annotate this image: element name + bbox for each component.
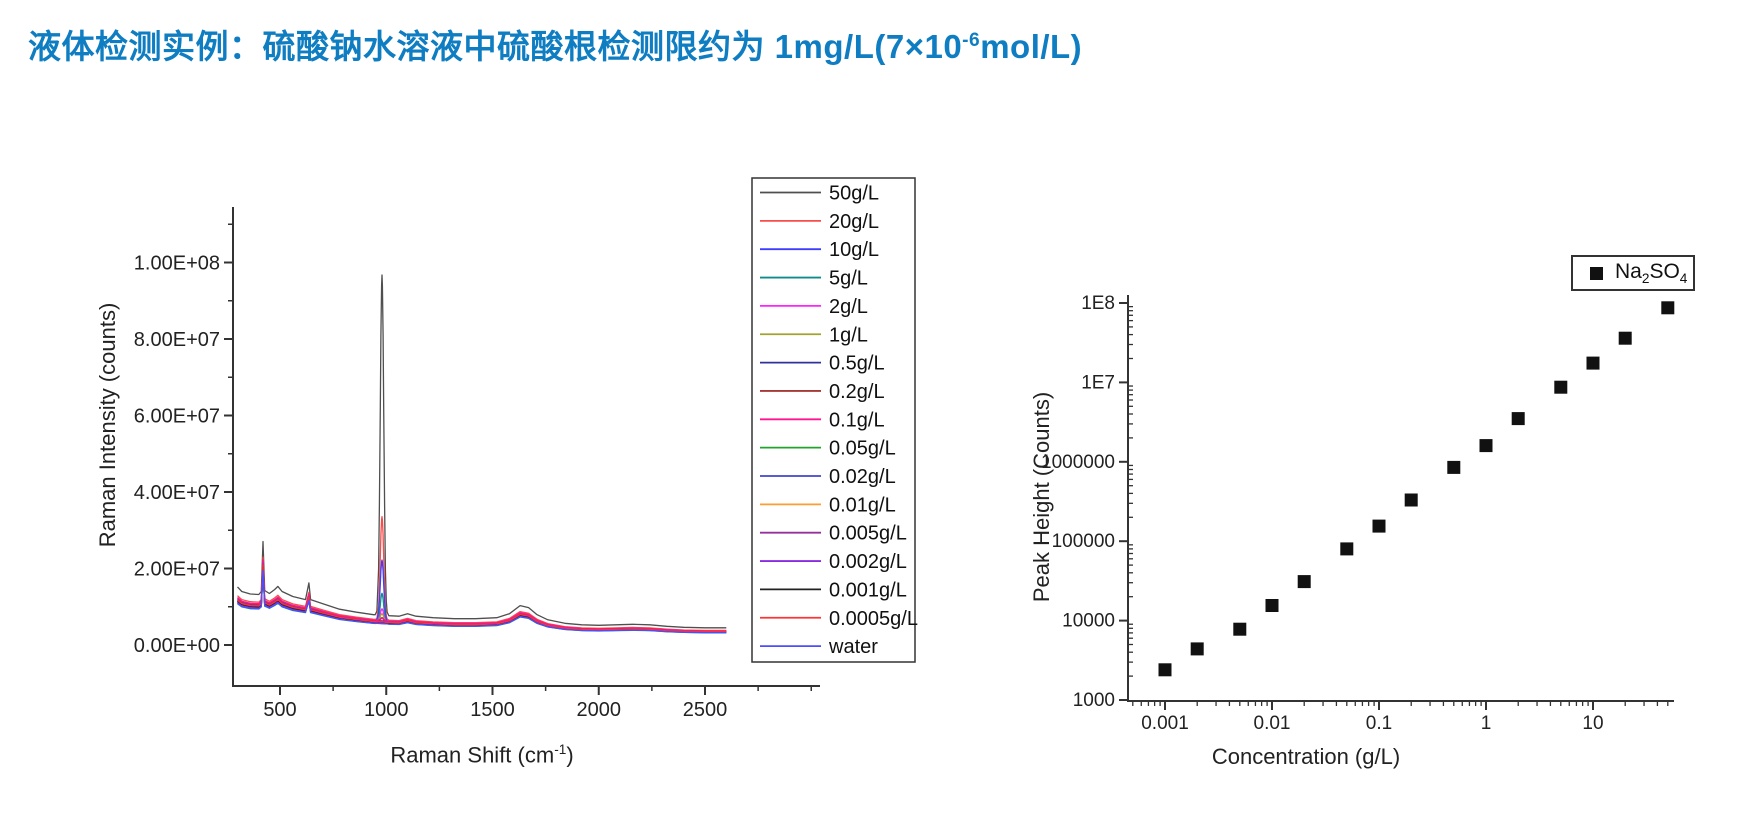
raman-plot: 0.00E+00 2.00E+07 4.00E+07 6.00E+07 8.00E+07… <box>134 177 918 721</box>
calibration-x-tick-label: 1 <box>1481 713 1492 734</box>
calibration-y-axis-label: Peak Height (Counts) <box>1029 391 1054 603</box>
title-text: 液体检测实例：硫酸钠水溶液中硫酸根检测限约为 1mg/L(7×10 <box>28 28 963 65</box>
legend-label-0.02g/L: 0.02g/L <box>829 466 896 488</box>
calibration-y-tick-label: 1E8 <box>1081 293 1115 314</box>
raman-series-0.0005g/L <box>237 564 727 633</box>
calibration-x-tick-label: 0.01 <box>1254 713 1291 734</box>
raman-x-axis-label-end: ) <box>566 742 574 768</box>
legend-label-10g/L: 10g/L <box>829 239 879 261</box>
raman-y-tick-label: 0.00E+00 <box>134 635 220 657</box>
scatter-point-10gL <box>1586 356 1600 370</box>
legend-label-0.0005g/L: 0.0005g/L <box>829 608 918 630</box>
raman-series-water <box>237 569 727 634</box>
raman-x-tick-label: 2000 <box>577 699 622 721</box>
raman-y-tick-label: 8.00E+07 <box>134 329 220 351</box>
scatter-point-0.5gL <box>1447 460 1461 474</box>
page-title: 液体检测实例：硫酸钠水溶液中硫酸根检测限约为 1mg/L(7×10-6mol/L… <box>28 20 1082 68</box>
scatter-point-50gL <box>1661 301 1675 315</box>
calibration-x-tick-label: 0.001 <box>1141 713 1189 734</box>
scatter-point-0.05gL <box>1340 542 1354 556</box>
legend-label-0.1g/L: 0.1g/L <box>829 409 885 431</box>
title-superscript: -6 <box>962 30 981 51</box>
raman-axes <box>232 207 820 687</box>
raman-y-tick-label: 1.00E+08 <box>134 253 220 275</box>
raman-x-axis: 500 1000 1500 2000 2500 <box>263 686 812 721</box>
calibration-x-tick-label: 0.1 <box>1366 713 1392 734</box>
scatter-point-0.01gL <box>1265 599 1279 612</box>
raman-legend: 50g/L 20g/L 10g/L 5g/L 2g/L 1g/L 0.5g/L 0.2g/L 0… <box>751 177 918 663</box>
calibration-y-axis: 1000 10000 100000 1000000 1E7 1E8 <box>1041 293 1133 711</box>
legend-label-50g/L: 50g/L <box>829 183 879 205</box>
scatter-point-0.1gL <box>1372 519 1386 533</box>
raman-y-tick-label: 6.00E+07 <box>134 406 220 428</box>
raman-series-50g/L <box>237 274 727 629</box>
scatter-point-0.001gL <box>1158 663 1172 677</box>
calibration-x-axis-label: Concentration (g/L) <box>1211 744 1401 769</box>
legend-label-water: water <box>828 636 878 658</box>
raman-y-axis-label: Raman Intensity (counts) <box>95 302 120 548</box>
scatter-point-0.02gL <box>1297 575 1311 589</box>
calibration-legend: Na2SO4 <box>1571 255 1695 291</box>
raman-y-tick-label: 4.00E+07 <box>134 482 220 504</box>
calibration-y-tick-label: 1000000 <box>1041 452 1115 473</box>
scatter-point-0.2gL <box>1404 493 1418 507</box>
title-text-end: mol/L) <box>980 28 1083 65</box>
calibration-y-tick-label: 1000 <box>1073 690 1115 711</box>
legend-label-1g/L: 1g/L <box>829 324 868 346</box>
raman-x-tick-label: 1000 <box>364 699 409 721</box>
raman-y-axis: 0.00E+00 2.00E+07 4.00E+07 6.00E+07 8.00E+07… <box>134 223 233 657</box>
raman-series-20g/L <box>237 515 727 632</box>
raman-x-axis-label-text: Raman Shift (cm <box>390 742 555 768</box>
raman-series-0.1g/L <box>237 559 727 632</box>
square-marker-icon <box>1590 266 1603 280</box>
legend-label-5g/L: 5g/L <box>829 268 868 290</box>
legend-label-0.2g/L: 0.2g/L <box>829 381 885 403</box>
scatter-point-20gL <box>1618 331 1632 345</box>
calibration-legend-label: Na2SO4 <box>1615 259 1688 287</box>
calibration-axes <box>1127 295 1674 702</box>
legend-label-0.002g/L: 0.002g/L <box>829 551 907 573</box>
calibration-x-axis: 0.001 0.01 0.1 1 10 <box>1132 701 1669 734</box>
scatter-point-0.002gL <box>1190 642 1204 656</box>
legend-label-0.5g/L: 0.5g/L <box>829 353 885 375</box>
calibration-points <box>1158 301 1675 677</box>
scatter-point-2gL <box>1511 412 1525 426</box>
legend-label-0.001g/L: 0.001g/L <box>829 579 907 601</box>
raman-y-tick-label: 2.00E+07 <box>134 559 220 581</box>
raman-x-tick-label: 2500 <box>683 699 728 721</box>
calibration-y-tick-label: 1E7 <box>1081 372 1115 393</box>
raman-x-tick-label: 1500 <box>470 699 515 721</box>
raman-curves <box>237 274 727 634</box>
scatter-point-1gL <box>1479 439 1493 453</box>
scatter-point-0.005gL <box>1233 622 1247 636</box>
raman-x-axis-label-sup: -1 <box>554 742 567 757</box>
legend-label-0.01g/L: 0.01g/L <box>829 494 896 516</box>
legend-label-2g/L: 2g/L <box>829 296 868 318</box>
legend-label-0.005g/L: 0.005g/L <box>829 523 907 545</box>
raman-x-axis-label: Raman Shift (cm-1) <box>390 742 573 768</box>
raman-x-tick-label: 500 <box>263 699 296 721</box>
calibration-plot: 1000 10000 100000 1000000 1E7 1E8 0.001 0.01 0.1… <box>1041 293 1675 734</box>
scatter-point-5gL <box>1554 380 1568 394</box>
calibration-y-tick-label: 10000 <box>1062 611 1115 632</box>
calibration-x-tick-label: 10 <box>1582 713 1603 734</box>
legend-label-20g/L: 20g/L <box>829 211 879 233</box>
calibration-y-tick-label: 100000 <box>1052 531 1115 552</box>
legend-label-0.05g/L: 0.05g/L <box>829 438 896 460</box>
